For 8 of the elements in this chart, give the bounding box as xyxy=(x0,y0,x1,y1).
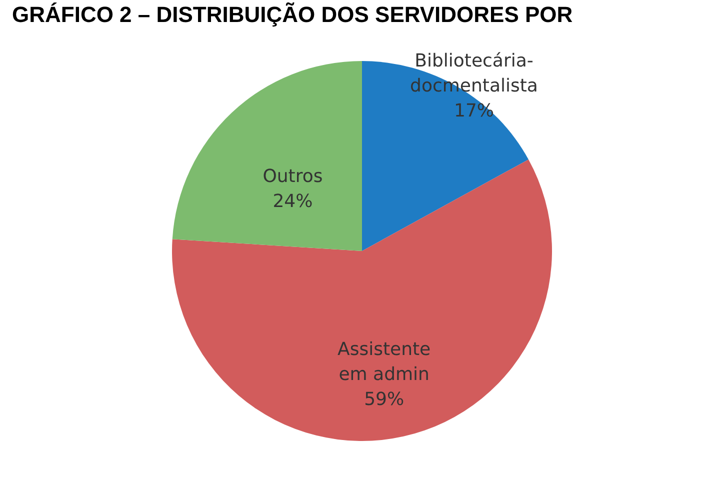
pie-slice xyxy=(172,159,552,441)
slice-label: Outros xyxy=(262,166,323,188)
chart-title: GRÁFICO 2 – DISTRIBUIÇÃO DOS SERVIDORES POR xyxy=(12,2,573,27)
data-label: 59% xyxy=(364,388,404,410)
data-label: 17% xyxy=(454,100,494,122)
slice-label: Assistente em admin xyxy=(338,338,431,385)
pie-slice xyxy=(172,61,362,251)
data-label: 24% xyxy=(272,191,313,212)
